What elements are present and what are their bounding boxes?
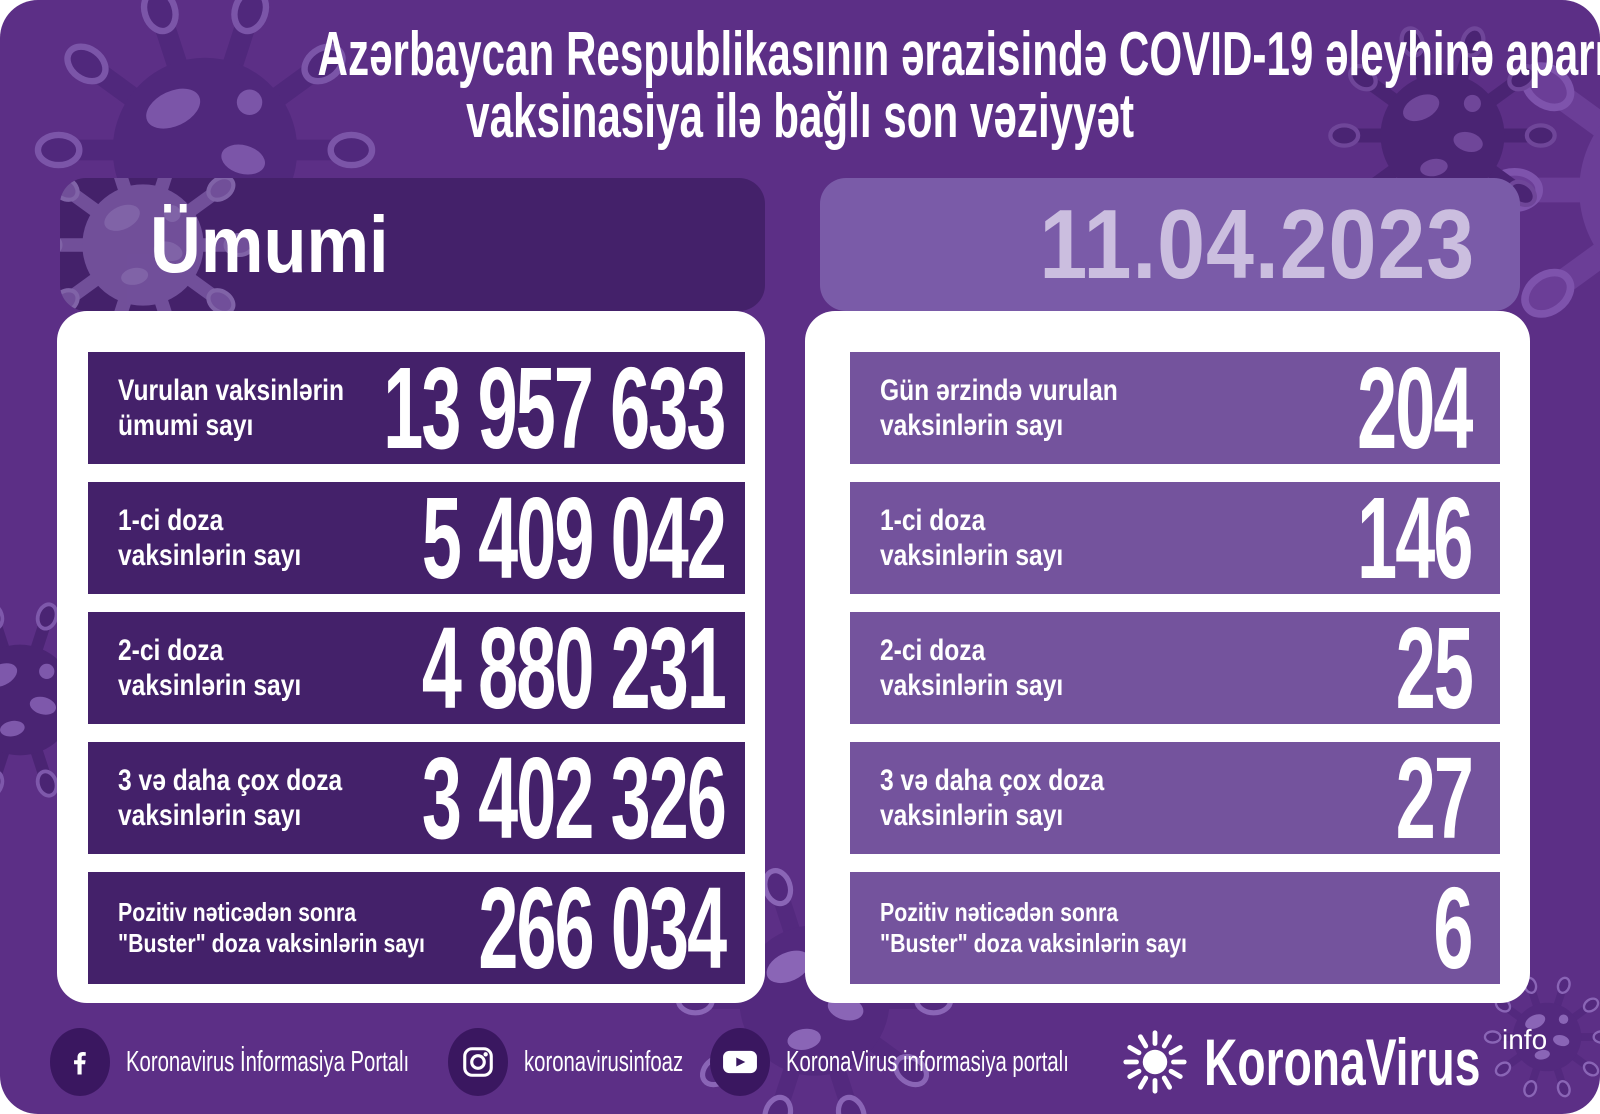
facebook-icon[interactable] — [50, 1028, 110, 1096]
stat-row: 1-ci doza vaksinlərin sayı 146 — [850, 473, 1500, 603]
stat-row: 2-ci doza vaksinlərin sayı 4 880 231 — [88, 603, 745, 733]
page-title: Azərbaycan Respublikasının ərazisində CO… — [0, 24, 1600, 148]
stat-value: 13 957 633 — [383, 343, 727, 473]
daily-panel: Gün ərzində vurulan vaksinlərin sayı 204 … — [805, 311, 1530, 1003]
instagram-link[interactable]: koronavirusinfoaz — [448, 1026, 751, 1098]
stat-value: 6 — [1433, 863, 1474, 993]
stat-label: 1-ci doza vaksinlərin sayı — [880, 504, 1064, 572]
instagram-label: koronavirusinfoaz — [524, 1045, 684, 1078]
youtube-icon[interactable] — [710, 1028, 770, 1096]
stat-label: Gün ərzində vurulan vaksinlərin sayı — [880, 374, 1118, 442]
koronavirus-brand[interactable]: KoronaVirus info — [1118, 1024, 1599, 1099]
stat-label: Vurulan vaksinlərin ümumi sayı — [118, 374, 345, 442]
stat-value: 27 — [1395, 733, 1474, 863]
stat-label: 3 və daha çox doza vaksinlərin sayı — [118, 764, 343, 832]
brand-suffix: info — [1502, 1024, 1548, 1055]
stat-value: 204 — [1357, 343, 1474, 473]
title-line-1: Azərbaycan Respublikasının ərazisində CO… — [317, 20, 1600, 89]
stat-row: Pozitiv nəticədən sonra "Buster" doza vak… — [88, 863, 745, 993]
virus-logo-icon — [1123, 1030, 1187, 1094]
total-header-label: Ümumi — [150, 199, 389, 289]
stat-value: 266 034 — [478, 863, 727, 993]
stat-row: Vurulan vaksinlərin ümumi sayı 13 957 633 — [88, 343, 745, 473]
facebook-link[interactable]: Koronavirus İnformasiya Portalı — [50, 1026, 531, 1098]
stat-row: 3 və daha çox doza vaksinlərin sayı 27 — [850, 733, 1500, 863]
stat-row: 3 və daha çox doza vaksinlərin sayı 3 402… — [88, 733, 745, 863]
stat-value: 25 — [1395, 603, 1474, 733]
stat-label: Pozitiv nəticədən sonra "Buster" doza vak… — [118, 897, 425, 958]
stat-value: 146 — [1357, 473, 1474, 603]
stat-label: 1-ci doza vaksinlərin sayı — [118, 504, 302, 572]
title-line-2: vaksinasiya ilə bağlı son vəziyyət — [466, 82, 1134, 151]
stat-value: 5 409 042 — [421, 473, 727, 603]
brand-name: KoronaVirus — [1204, 1025, 1481, 1099]
stat-label: Pozitiv nəticədən sonra "Buster" doza vak… — [880, 897, 1187, 958]
stat-row: Gün ərzində vurulan vaksinlərin sayı 204 — [850, 343, 1500, 473]
date-header-box: 11.04.2023 — [820, 178, 1520, 311]
stat-label: 3 və daha çox doza vaksinlərin sayı — [880, 764, 1105, 832]
youtube-label: KoronaVirus informasiya portalı — [786, 1045, 1069, 1078]
report-date: 11.04.2023 — [1039, 189, 1475, 299]
stat-label: 2-ci doza vaksinlərin sayı — [880, 634, 1064, 702]
stat-row: 2-ci doza vaksinlərin sayı 25 — [850, 603, 1500, 733]
stat-row: 1-ci doza vaksinlərin sayı 5 409 042 — [88, 473, 745, 603]
stat-value: 3 402 326 — [421, 733, 727, 863]
stat-row: Pozitiv nəticədən sonra "Buster" doza vak… — [850, 863, 1500, 993]
stat-label: 2-ci doza vaksinlərin sayı — [118, 634, 302, 702]
facebook-label: Koronavirus İnformasiya Portalı — [126, 1045, 410, 1078]
instagram-icon[interactable] — [448, 1028, 508, 1096]
stat-value: 4 880 231 — [421, 603, 727, 733]
totals-panel: Vurulan vaksinlərin ümumi sayı 13 957 633… — [57, 311, 765, 1003]
total-header-box: Ümumi — [60, 178, 765, 311]
brand-text: KoronaVirus info — [1204, 1024, 1599, 1099]
